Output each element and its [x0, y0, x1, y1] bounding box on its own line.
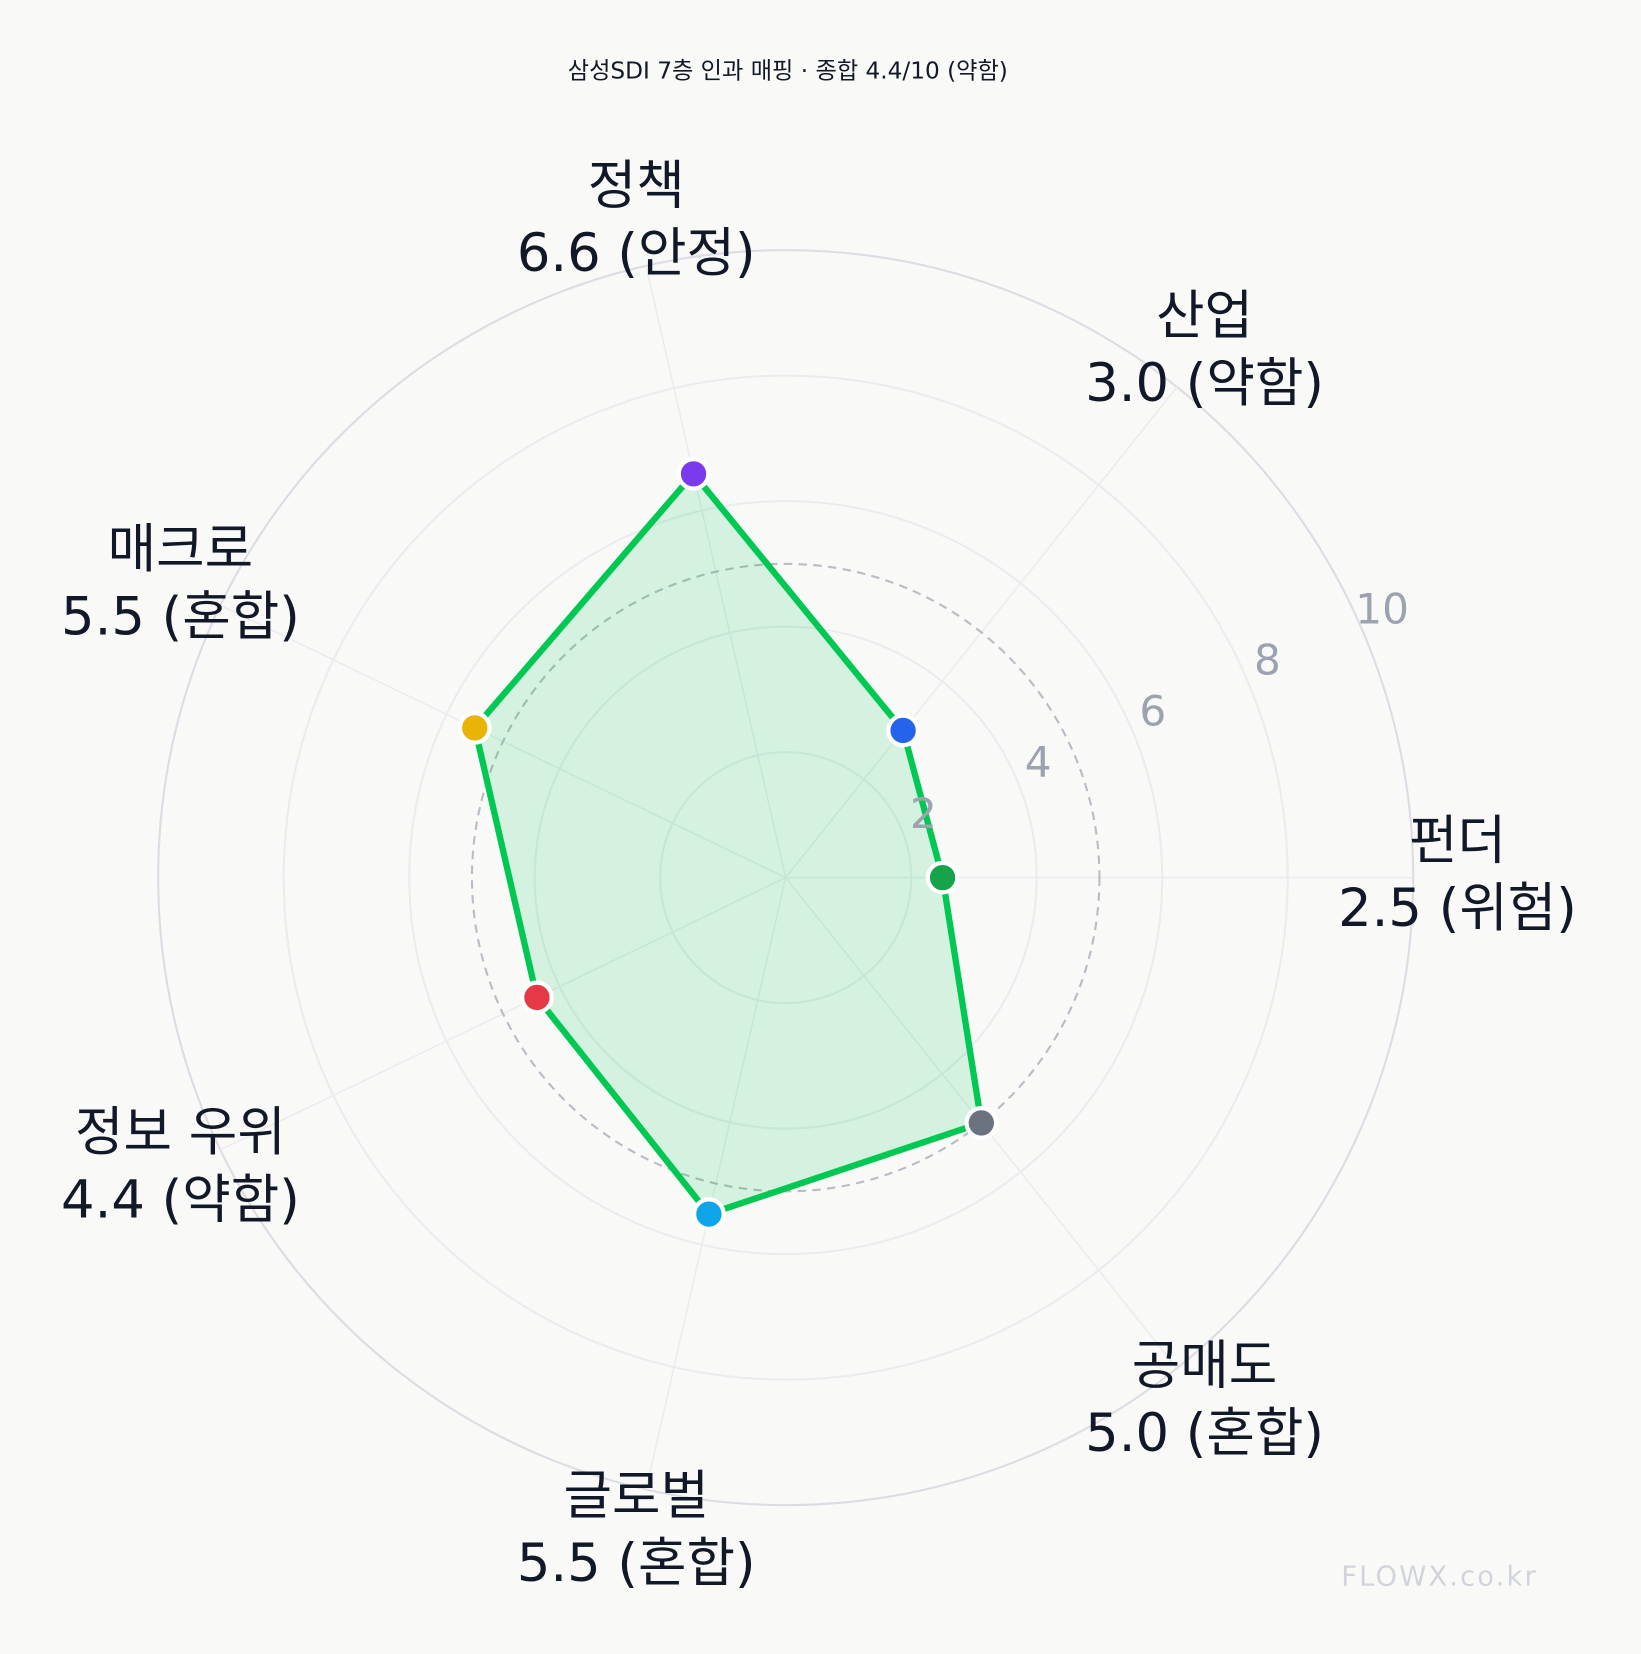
r-tick-label: 8: [1254, 636, 1281, 685]
chart-title: 삼성SDI 7층 인과 매핑 · 종합 4.4/10 (약함): [568, 57, 1008, 84]
value-label: 5.5 (혼합): [61, 587, 300, 648]
watermark: FLOWX.co.kr: [1341, 1561, 1538, 1592]
data-point: [964, 1106, 999, 1140]
axis-label: 펀더: [1409, 811, 1506, 872]
axis-label: 글로벌: [563, 1465, 709, 1526]
radar-area: [471, 470, 985, 1218]
data-point: [886, 713, 920, 748]
data-point: [925, 860, 960, 895]
value-label: 4.4 (약함): [61, 1169, 300, 1230]
value-label: 5.0 (혼합): [1085, 1403, 1324, 1464]
data-point: [676, 456, 711, 491]
value-label: 5.5 (혼합): [517, 1533, 756, 1594]
axis-label: 매크로: [108, 519, 254, 580]
r-tick-label: 10: [1355, 585, 1409, 634]
value-label: 2.5 (위험): [1338, 878, 1577, 939]
data-point: [520, 980, 554, 1015]
data-point: [457, 711, 492, 745]
axis-label: 공매도: [1132, 1336, 1278, 1397]
r-tick-label: 4: [1025, 738, 1052, 787]
axis-label: 정보 우위: [75, 1102, 286, 1163]
axis-label: 정책: [588, 156, 685, 217]
r-tick-label: 2: [910, 789, 937, 838]
value-label: 3.0 (약함): [1085, 353, 1324, 414]
axis-label: 산업: [1156, 285, 1253, 346]
value-label: 6.6 (안정): [517, 223, 756, 284]
data-point: [692, 1197, 726, 1231]
r-tick-label: 6: [1139, 687, 1166, 736]
